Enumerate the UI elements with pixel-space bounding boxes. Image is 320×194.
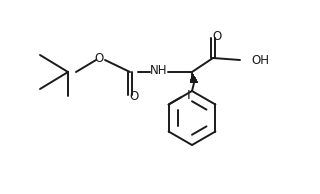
Text: NH: NH — [150, 64, 168, 77]
Text: OH: OH — [251, 54, 269, 67]
Polygon shape — [190, 72, 198, 83]
Text: O: O — [94, 53, 104, 66]
Text: I: I — [187, 89, 190, 102]
Text: O: O — [212, 30, 222, 43]
Text: O: O — [129, 90, 139, 104]
